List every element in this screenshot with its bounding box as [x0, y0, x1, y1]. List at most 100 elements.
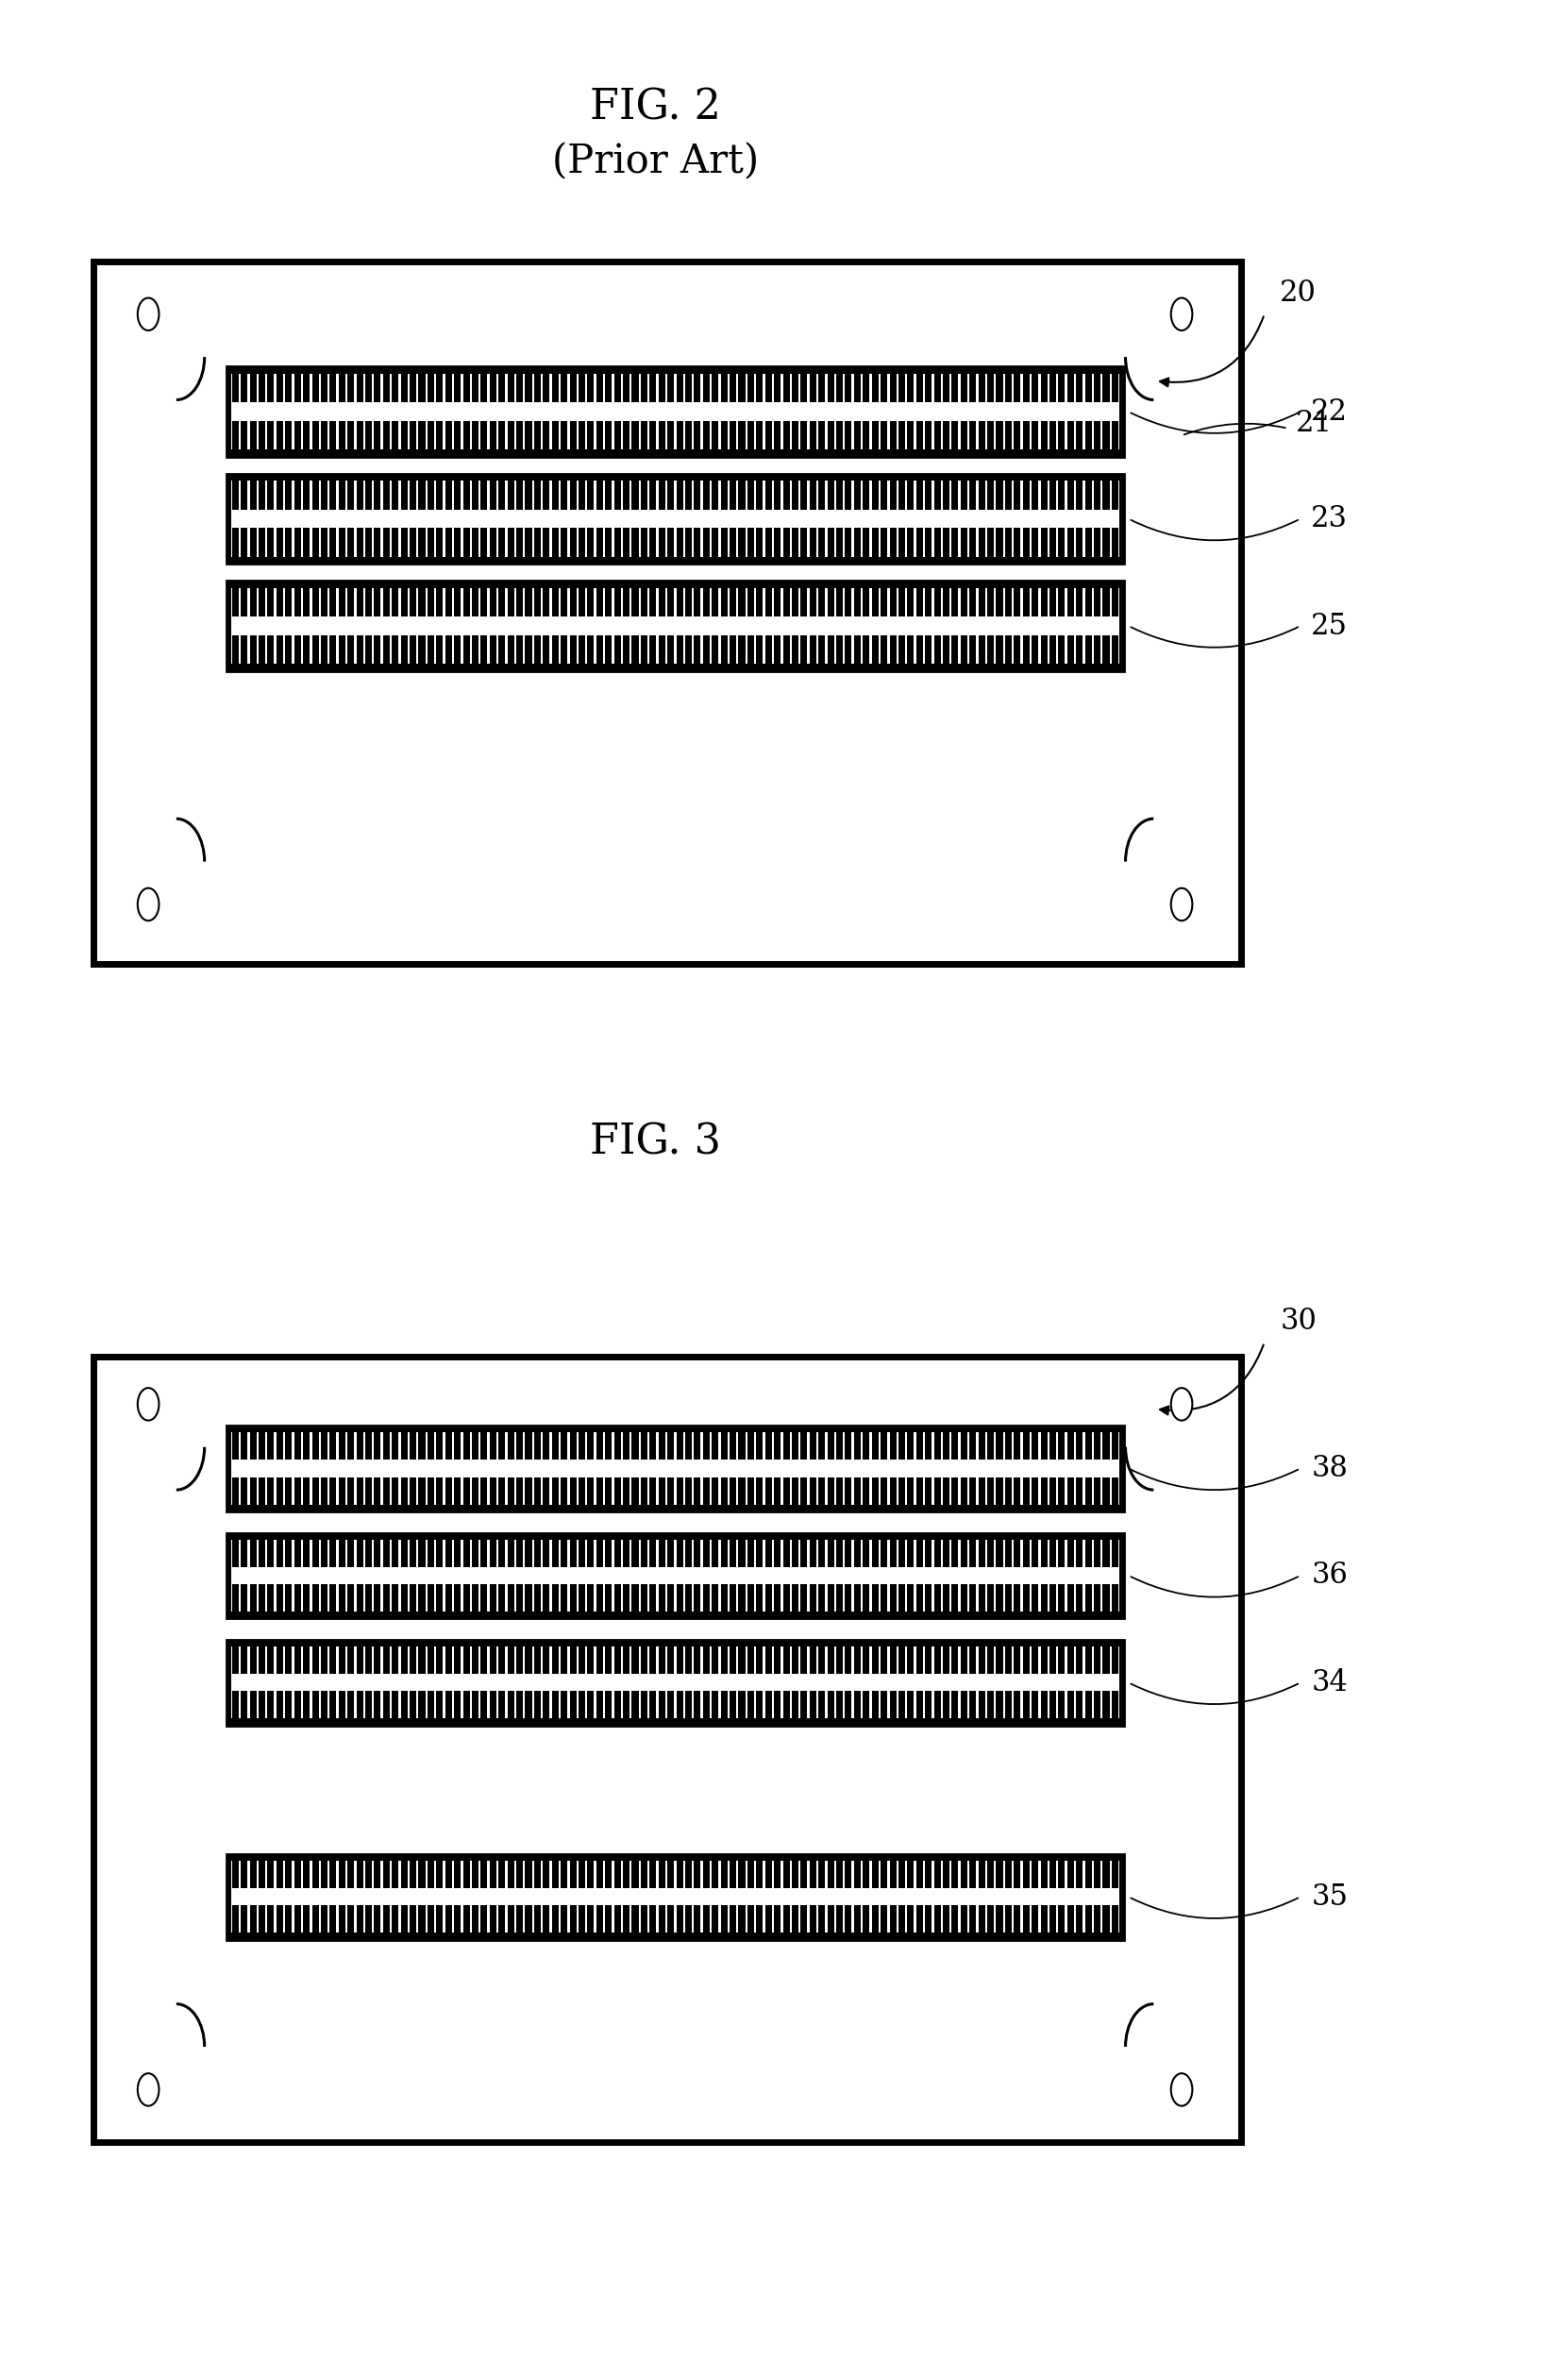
Bar: [748, 1647, 754, 1673]
Bar: [303, 1692, 309, 1718]
Bar: [1076, 1906, 1083, 1933]
Bar: [524, 1906, 532, 1933]
Bar: [392, 635, 398, 664]
Bar: [854, 1585, 860, 1611]
Bar: [685, 1647, 692, 1673]
Bar: [969, 481, 976, 509]
Bar: [729, 1433, 737, 1459]
Bar: [471, 1585, 479, 1611]
Bar: [428, 421, 434, 450]
Bar: [871, 1906, 879, 1933]
Bar: [428, 1540, 434, 1566]
Bar: [490, 374, 496, 402]
Bar: [1032, 1692, 1038, 1718]
Bar: [748, 481, 754, 509]
Bar: [996, 1540, 1002, 1566]
Bar: [259, 374, 265, 402]
Bar: [712, 374, 718, 402]
Bar: [960, 1906, 968, 1933]
Bar: [454, 1478, 460, 1504]
Bar: [259, 1906, 265, 1933]
Bar: [464, 1906, 470, 1933]
Bar: [481, 421, 487, 450]
Bar: [649, 481, 656, 509]
Bar: [339, 1478, 345, 1504]
Bar: [916, 1647, 923, 1673]
Bar: [445, 1585, 451, 1611]
Bar: [490, 1647, 496, 1673]
Bar: [1022, 374, 1029, 402]
Bar: [1041, 635, 1047, 664]
Bar: [623, 1433, 629, 1459]
Bar: [979, 588, 985, 616]
Bar: [428, 1647, 434, 1673]
Bar: [960, 588, 968, 616]
Bar: [543, 374, 549, 402]
Bar: [871, 481, 879, 509]
Bar: [784, 635, 790, 664]
Bar: [926, 588, 932, 616]
Bar: [765, 1906, 771, 1933]
Bar: [596, 1861, 603, 1887]
Bar: [659, 481, 665, 509]
Bar: [827, 635, 834, 664]
Bar: [250, 1647, 256, 1673]
Bar: [1068, 635, 1074, 664]
Bar: [445, 421, 451, 450]
Bar: [392, 374, 398, 402]
Bar: [1094, 528, 1101, 557]
Bar: [348, 481, 354, 509]
Bar: [791, 1540, 798, 1566]
Bar: [445, 528, 451, 557]
Bar: [1032, 1585, 1038, 1611]
Bar: [517, 1692, 523, 1718]
Bar: [899, 481, 905, 509]
Bar: [365, 1478, 372, 1504]
Bar: [454, 421, 460, 450]
Bar: [481, 635, 487, 664]
Bar: [721, 1585, 727, 1611]
Bar: [375, 1692, 381, 1718]
Bar: [1022, 481, 1029, 509]
Text: (Prior Art): (Prior Art): [553, 143, 759, 181]
Bar: [695, 1647, 701, 1673]
Bar: [1085, 1540, 1091, 1566]
Bar: [560, 1585, 567, 1611]
Bar: [507, 1906, 514, 1933]
Bar: [907, 1433, 913, 1459]
Bar: [445, 374, 451, 402]
Bar: [960, 481, 968, 509]
Bar: [933, 1540, 941, 1566]
Bar: [810, 1540, 816, 1566]
Bar: [890, 1906, 896, 1933]
Bar: [543, 1692, 549, 1718]
Bar: [837, 1478, 843, 1504]
Bar: [695, 1478, 701, 1504]
Bar: [259, 1861, 265, 1887]
Bar: [845, 1585, 852, 1611]
Bar: [854, 421, 860, 450]
Bar: [729, 528, 737, 557]
Bar: [926, 1692, 932, 1718]
Bar: [276, 1647, 283, 1673]
Bar: [907, 1861, 913, 1887]
Bar: [498, 481, 506, 509]
Bar: [952, 1433, 958, 1459]
Bar: [827, 374, 834, 402]
Bar: [267, 528, 275, 557]
Bar: [409, 1906, 417, 1933]
Bar: [356, 374, 364, 402]
Bar: [392, 1540, 398, 1566]
Bar: [375, 421, 381, 450]
Bar: [943, 1692, 949, 1718]
Bar: [312, 588, 318, 616]
Bar: [712, 421, 718, 450]
Bar: [517, 1478, 523, 1504]
Bar: [392, 481, 398, 509]
Bar: [810, 1433, 816, 1459]
Bar: [293, 1861, 301, 1887]
Bar: [382, 1433, 390, 1459]
Bar: [348, 1647, 354, 1673]
Bar: [676, 1861, 682, 1887]
Bar: [738, 1906, 745, 1933]
